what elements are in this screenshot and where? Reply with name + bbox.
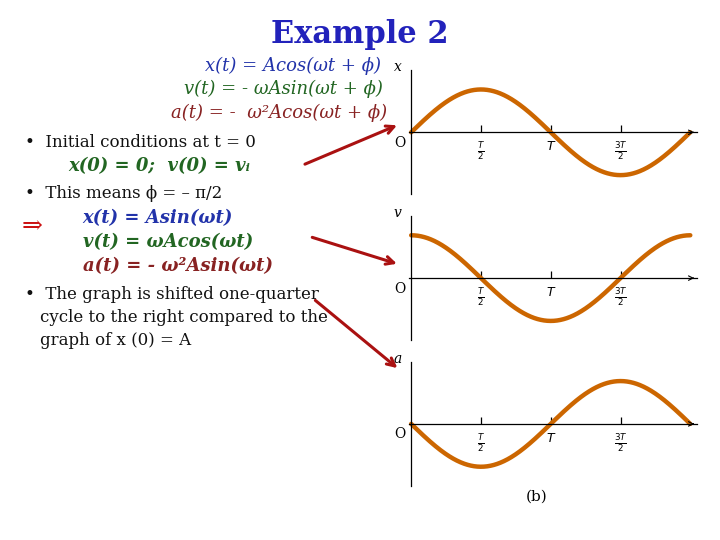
Text: •  The graph is shifted one-quarter: • The graph is shifted one-quarter xyxy=(25,286,319,303)
Text: $T$: $T$ xyxy=(546,286,556,299)
Text: x(t) = Acos(ωt + ϕ): x(t) = Acos(ωt + ϕ) xyxy=(205,57,381,75)
Text: x(t) = Asin(ωt): x(t) = Asin(ωt) xyxy=(83,210,233,227)
Text: O: O xyxy=(395,136,405,150)
Text: $\frac{3T}{2}$: $\frac{3T}{2}$ xyxy=(613,431,627,454)
Text: (b): (b) xyxy=(526,489,547,503)
Text: x(0) = 0;  v(0) = vᵢ: x(0) = 0; v(0) = vᵢ xyxy=(68,157,251,174)
Text: O: O xyxy=(395,427,405,441)
Text: a(t) = - ω²Asin(ωt): a(t) = - ω²Asin(ωt) xyxy=(83,257,273,275)
Text: graph of x (0) = A: graph of x (0) = A xyxy=(40,332,191,348)
Text: v: v xyxy=(394,206,402,220)
Text: $\frac{T}{2}$: $\frac{T}{2}$ xyxy=(477,286,485,308)
Text: $T$: $T$ xyxy=(546,140,556,153)
Text: $\frac{3T}{2}$: $\frac{3T}{2}$ xyxy=(613,286,627,308)
Text: ⇒: ⇒ xyxy=(22,215,42,238)
Text: a: a xyxy=(394,352,402,366)
Text: v(t) = - ωAsin(ωt + ϕ): v(t) = - ωAsin(ωt + ϕ) xyxy=(184,79,382,98)
Text: v(t) = ωAcos(ωt): v(t) = ωAcos(ωt) xyxy=(83,233,253,251)
Text: O: O xyxy=(395,281,405,295)
Text: •  Initial conditions at t = 0: • Initial conditions at t = 0 xyxy=(25,134,256,151)
Text: $T$: $T$ xyxy=(546,431,556,444)
Text: $\frac{T}{2}$: $\frac{T}{2}$ xyxy=(477,140,485,162)
Text: $\frac{T}{2}$: $\frac{T}{2}$ xyxy=(477,431,485,454)
Text: x: x xyxy=(394,60,402,75)
Text: Example 2: Example 2 xyxy=(271,19,449,50)
Text: cycle to the right compared to the: cycle to the right compared to the xyxy=(40,309,328,326)
Text: $\frac{3T}{2}$: $\frac{3T}{2}$ xyxy=(613,140,627,162)
Text: •  This means ϕ = – π/2: • This means ϕ = – π/2 xyxy=(25,185,222,201)
Text: a(t) = -  ω²Acos(ωt + ϕ): a(t) = - ω²Acos(ωt + ϕ) xyxy=(171,104,387,122)
